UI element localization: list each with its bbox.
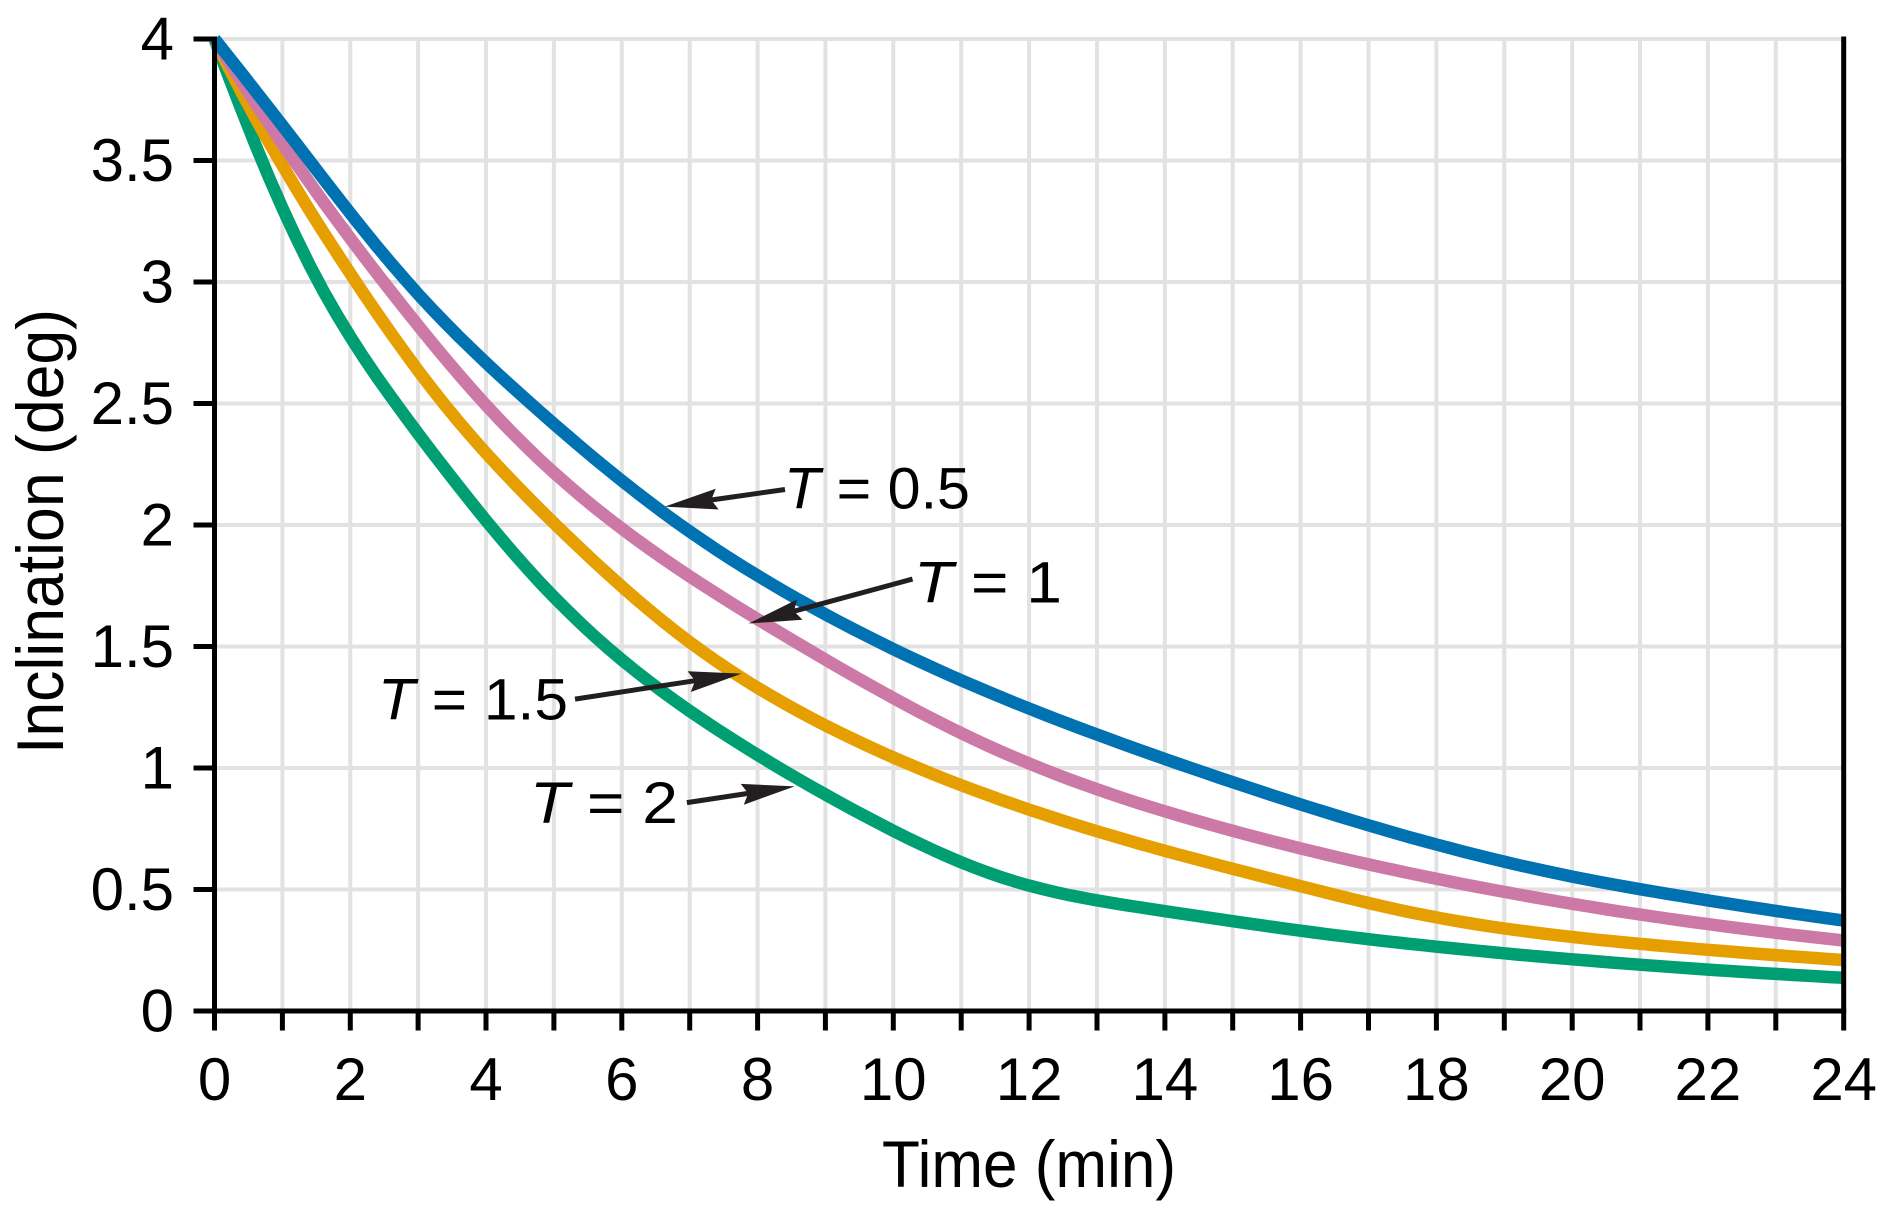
svg-text:2.5: 2.5 <box>91 370 174 437</box>
svg-text:T = 2: T = 2 <box>530 771 678 836</box>
svg-text:0.5: 0.5 <box>91 856 174 923</box>
svg-text:2: 2 <box>141 492 174 559</box>
svg-text:0: 0 <box>141 978 174 1045</box>
svg-text:1.5: 1.5 <box>91 613 174 680</box>
svg-text:10: 10 <box>860 1046 927 1113</box>
svg-text:1: 1 <box>141 735 174 802</box>
svg-text:18: 18 <box>1403 1046 1470 1113</box>
svg-text:6: 6 <box>605 1046 638 1113</box>
svg-text:Time (min): Time (min) <box>882 1127 1176 1201</box>
svg-text:14: 14 <box>1132 1046 1199 1113</box>
svg-text:3.5: 3.5 <box>91 127 174 194</box>
svg-text:4: 4 <box>141 6 174 73</box>
svg-text:T = 1.5: T = 1.5 <box>378 668 568 733</box>
svg-text:24: 24 <box>1810 1046 1877 1113</box>
svg-text:3: 3 <box>141 249 174 316</box>
svg-text:12: 12 <box>996 1046 1063 1113</box>
svg-text:T = 1: T = 1 <box>914 551 1062 616</box>
svg-text:2: 2 <box>334 1046 367 1113</box>
svg-text:4: 4 <box>469 1046 502 1113</box>
svg-text:20: 20 <box>1539 1046 1606 1113</box>
svg-text:0: 0 <box>198 1046 231 1113</box>
svg-text:16: 16 <box>1267 1046 1334 1113</box>
svg-text:Inclination (deg): Inclination (deg) <box>3 309 77 754</box>
svg-text:22: 22 <box>1675 1046 1742 1113</box>
svg-text:T = 0.5: T = 0.5 <box>784 457 970 522</box>
svg-text:8: 8 <box>741 1046 774 1113</box>
